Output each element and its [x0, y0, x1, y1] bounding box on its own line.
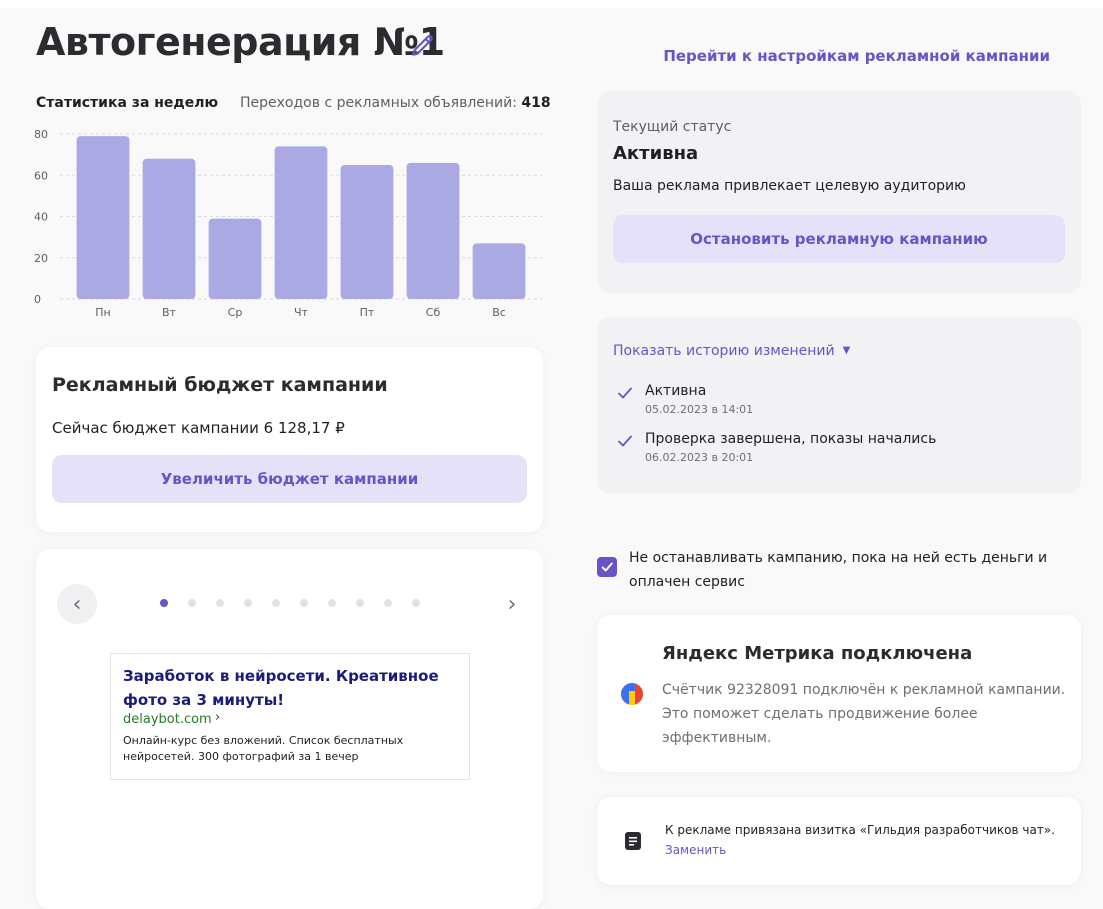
document-icon	[625, 832, 641, 850]
ad-clicks-summary: Переходов с рекламных объявлений: 418	[240, 95, 551, 111]
x-tick-label: Пт	[360, 306, 375, 319]
increase-budget-button[interactable]: Увеличить бюджет кампании	[52, 455, 527, 503]
x-tick-label: Сб	[426, 306, 441, 319]
history-item-title: Проверка завершена, показы начались	[645, 431, 937, 447]
carousel-dots	[160, 599, 420, 607]
weekly-clicks-chart: 0 20 40 60 80 Пн Вт Ср Чт Пт Сб Вс	[34, 128, 542, 319]
history-item-date: 05.02.2023 в 14:01	[645, 403, 754, 416]
ad-domain[interactable]: delaybot.com	[123, 712, 212, 727]
keep-running-label[interactable]: Не останавливать кампанию, пока на ней е…	[629, 550, 1048, 590]
keep-running-checkbox[interactable]	[597, 557, 617, 577]
yandex-metrika-icon	[621, 683, 643, 705]
pencil-icon[interactable]	[410, 33, 436, 59]
stop-campaign-button[interactable]: Остановить рекламную кампанию	[613, 215, 1065, 263]
history-card: Показать историю изменений ▼ Активна 05.0…	[597, 317, 1081, 494]
carousel-dot[interactable]	[244, 599, 252, 607]
ad-title[interactable]: Заработок в нейросети. Креативное фото з…	[123, 667, 439, 709]
check-icon	[618, 435, 632, 447]
metrika-title: Яндекс Метрика подключена	[662, 643, 973, 664]
ad-text: Онлайн-курс без вложений. Список бесплат…	[123, 734, 404, 763]
status-label: Текущий статус	[613, 119, 732, 135]
carousel-dot[interactable]	[160, 599, 168, 607]
carousel-next-button[interactable]: ›	[507, 591, 517, 617]
carousel-dot[interactable]	[412, 599, 420, 607]
bar-Вт	[142, 158, 196, 299]
y-tick-label: 20	[34, 252, 48, 265]
y-tick-label: 40	[34, 211, 48, 224]
weekly-stats-title: Статистика за неделю	[36, 95, 219, 111]
y-tick-label: 60	[34, 169, 48, 182]
check-icon	[618, 387, 632, 399]
bar-Пт	[340, 164, 394, 299]
bar-Чт	[274, 146, 328, 299]
check-icon	[601, 562, 613, 572]
status-value: Активна	[613, 143, 699, 164]
carousel-dot[interactable]	[300, 599, 308, 607]
history-item-title: Активна	[645, 383, 707, 399]
business-card-text: К рекламе привязана визитка «Гильдия раз…	[665, 823, 1055, 837]
show-history-label[interactable]: Показать историю изменений	[613, 343, 835, 359]
metrika-card: Яндекс Метрика подключена Счётчик 923280…	[597, 615, 1081, 772]
bar-Пн	[76, 136, 130, 299]
bar-Сб	[406, 162, 460, 299]
ad-preview-card: ‹ › Заработок в нейросети. Креативное фо…	[36, 549, 543, 909]
x-tick-label: Ср	[228, 306, 243, 319]
carousel-dot[interactable]	[384, 599, 392, 607]
status-description: Ваша реклама привлекает целевую аудитори…	[613, 178, 966, 194]
x-tick-label: Чт	[294, 306, 309, 319]
carousel-dot[interactable]	[272, 599, 280, 607]
ad-preview[interactable]: Заработок в нейросети. Креативное фото з…	[110, 653, 470, 780]
caret-down-icon: ▼	[842, 345, 851, 356]
campaign-settings-link[interactable]: Перейти к настройкам рекламной кампании	[663, 47, 1050, 65]
y-tick-label: 80	[34, 128, 48, 141]
x-tick-label: Вт	[162, 306, 177, 319]
show-history-toggle[interactable]: Показать историю изменений ▼	[613, 343, 850, 359]
x-tick-label: Пн	[95, 306, 110, 319]
chevron-right-icon: ›	[215, 710, 221, 725]
x-tick-label: Вс	[492, 306, 506, 319]
top-strip	[0, 0, 1103, 8]
ad-clicks-label: Переходов с рекламных объявлений:	[240, 95, 517, 111]
carousel-dot[interactable]	[356, 599, 364, 607]
business-card-card: К рекламе привязана визитка «Гильдия раз…	[597, 797, 1081, 885]
carousel-prev-button[interactable]: ‹	[57, 584, 97, 624]
y-tick-label: 0	[34, 293, 41, 306]
budget-card: Рекламный бюджет кампании Сейчас бюджет …	[36, 347, 543, 532]
budget-current: Сейчас бюджет кампании 6 128,17 ₽	[52, 419, 345, 437]
metrika-text: Счётчик 92328091 подключён к рекламной к…	[662, 682, 1066, 746]
history-item-date: 06.02.2023 в 20:01	[645, 451, 754, 464]
ad-clicks-value: 418	[521, 95, 551, 111]
bar-Ср	[208, 218, 262, 299]
budget-title: Рекламный бюджет кампании	[52, 374, 388, 396]
replace-business-card-link[interactable]: Заменить	[665, 843, 727, 857]
carousel-dot[interactable]	[328, 599, 336, 607]
page-title: Автогенерация №1	[36, 20, 445, 64]
carousel-dot[interactable]	[188, 599, 196, 607]
status-card: Текущий статус Активна Ваша реклама прив…	[597, 91, 1081, 293]
bar-Вс	[472, 243, 526, 299]
carousel-dot[interactable]	[216, 599, 224, 607]
